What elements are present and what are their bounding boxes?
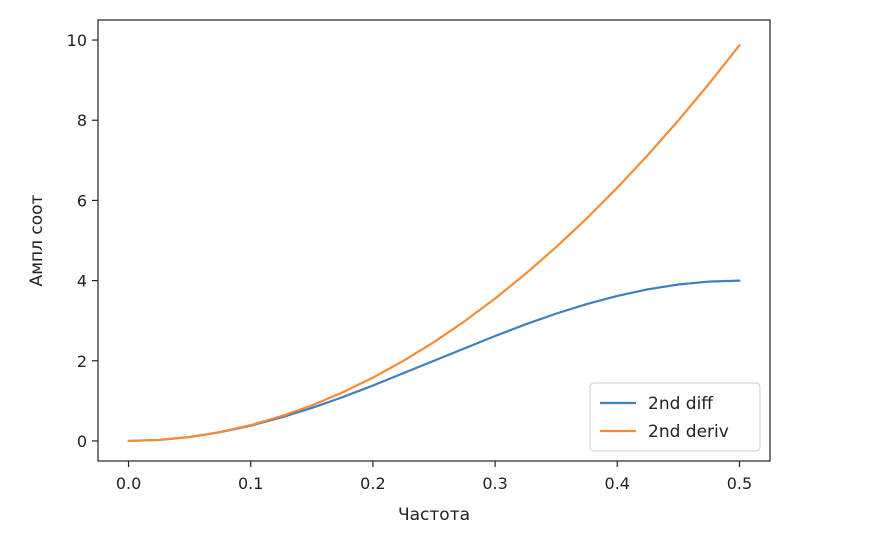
legend-label: 2nd deriv [648, 422, 729, 442]
legend-box [589, 382, 761, 452]
y-tick-label: 8 [77, 111, 87, 130]
series-line-2 [127, 44, 741, 443]
x-tick-label: 0.0 [116, 474, 141, 493]
x-tick-label: 0.1 [238, 474, 263, 493]
y-tick-label: 10 [67, 31, 87, 50]
y-tick-label: 0 [77, 432, 87, 451]
legend-label: 2nd diff [648, 394, 714, 414]
legend: 2nd diff 2nd deriv [589, 382, 761, 452]
x-tick-label: 0.5 [727, 474, 752, 493]
x-tick-label: 0.4 [605, 474, 630, 493]
axes: 0.0 0.1 0.2 0.3 0.4 0.5 0 2 4 6 8 10 [67, 19, 771, 493]
x-axis-label: Частота [398, 505, 470, 525]
y-tick-label: 6 [77, 191, 87, 210]
axes-frame [97, 19, 771, 462]
plot-area [127, 44, 741, 443]
y-axis-label: Ампл соот [27, 194, 47, 286]
x-tick-label: 0.2 [360, 474, 385, 493]
x-tick-label: 0.3 [482, 474, 507, 493]
y-tick-label: 2 [77, 352, 87, 371]
y-tick-label: 4 [77, 272, 87, 291]
